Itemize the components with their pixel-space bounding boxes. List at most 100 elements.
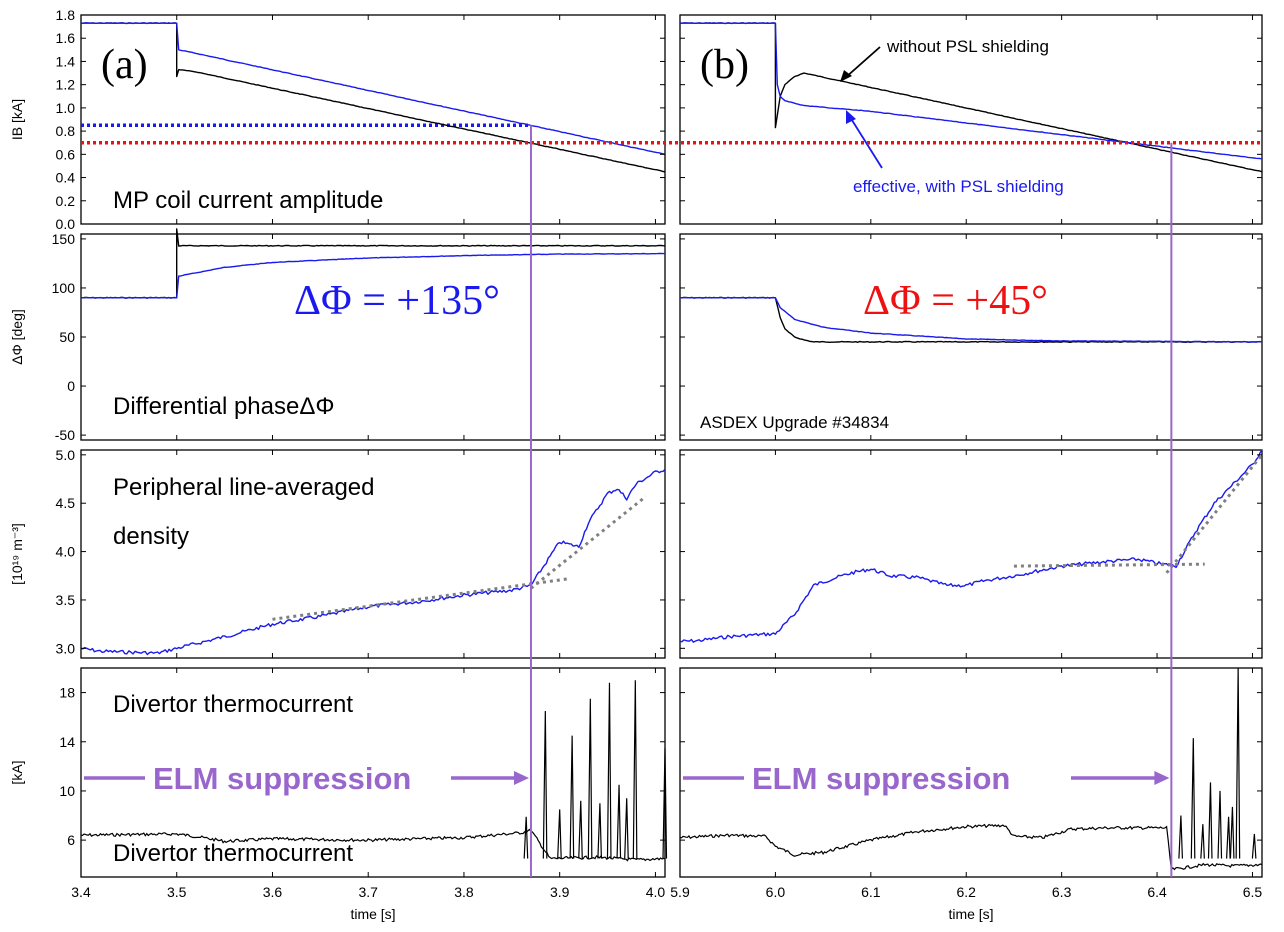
elm-spike <box>1229 806 1235 859</box>
y-tick-label: 100 <box>52 280 76 296</box>
trend-fit-line <box>1013 562 1205 568</box>
annotation-arrowhead-black <box>840 70 852 82</box>
overlay-layer: Divertor thermocurrent ELM suppression ELM… <box>81 125 1262 877</box>
y-tick-label: 1.0 <box>56 100 76 116</box>
y-tick-label: 18 <box>59 685 75 701</box>
y-tick-label: 0.8 <box>56 123 76 139</box>
elm-suppression-label: ELM suppression <box>153 761 411 796</box>
plot-frame <box>679 14 1263 225</box>
elm-spike <box>542 711 548 859</box>
series-line-blue <box>679 22 1263 160</box>
plot-frame <box>679 667 1263 878</box>
elm-suppression-label: ELM suppression <box>752 761 1010 796</box>
x-tick-label: 3.8 <box>454 884 474 900</box>
panel-a-phase: -50 0 50 100 150 ΔΦ [deg] Differential phaseΔΦ… <box>9 228 666 443</box>
panel-annotation: Peripheral line-averaged <box>113 474 375 501</box>
elm-spike <box>569 735 575 859</box>
delta-phi-label: ΔΦ = +135° <box>294 278 500 324</box>
y-tick-label: 0 <box>67 378 75 394</box>
panel-a-thermo: 6 10 14 18 3.4 3.5 3.6 3.7 3.8 3.9 4.0 [kA] time [s]… <box>9 667 668 922</box>
x-tick-label: 3.7 <box>358 884 378 900</box>
elm-spike <box>1190 738 1196 859</box>
panel-label: (b) <box>700 42 749 88</box>
series-line-blue <box>80 22 666 155</box>
x-tick-label: 6.3 <box>1052 884 1072 900</box>
y-tick-label: 1.2 <box>56 77 76 93</box>
y-tick-label: -50 <box>55 427 75 443</box>
series-line-blue <box>680 296 1263 343</box>
delta-phi-label: ΔΦ = +45° <box>863 278 1048 324</box>
elm-spike <box>1226 816 1231 859</box>
trend-fit-line <box>272 577 570 621</box>
x-tick-label: 6.2 <box>956 884 976 900</box>
elm-spike <box>1200 824 1205 859</box>
panel-b-coil: (b) without PSL shielding effective, with … <box>679 14 1263 225</box>
y-tick-label: 150 <box>52 231 76 247</box>
elm-spike <box>597 803 602 859</box>
panel-annotation: Divertor thermocurrent <box>113 840 353 867</box>
elm-spike <box>616 784 622 859</box>
y-axis-label: IB [kA] <box>9 99 25 140</box>
panel-annotation: Divertor thermocurrent <box>113 691 353 718</box>
y-tick-label: 6 <box>67 832 75 848</box>
trend-fit-line <box>530 495 647 590</box>
annotation-arrow-blue <box>849 116 883 169</box>
series-line-black <box>81 228 666 299</box>
y-tick-label: 4.0 <box>56 544 76 560</box>
x-tick-label: 6.0 <box>766 884 786 900</box>
y-tick-label: 0.2 <box>56 193 76 209</box>
elm-spike <box>1235 667 1241 859</box>
plot-frame <box>80 14 666 225</box>
y-tick-label: 1.8 <box>56 7 76 23</box>
series-line-black <box>679 22 1263 173</box>
x-tick-label: 6.1 <box>861 884 881 900</box>
y-tick-label: 10 <box>59 783 75 799</box>
y-tick-label: 5.0 <box>56 447 76 463</box>
elm-spike <box>1251 833 1257 859</box>
panels-layer: 0.0 0.2 0.4 0.6 0.8 1.0 1.2 1.4 1.6 1.8 IB [kA] (a)… <box>9 7 1264 922</box>
elm-spike <box>606 682 612 859</box>
thermocurrent-trace <box>80 828 666 862</box>
y-tick-label: 3.0 <box>56 640 76 656</box>
y-tick-label: 1.6 <box>56 30 76 46</box>
elm-spike <box>1217 790 1223 859</box>
y-tick-label: 50 <box>59 329 75 345</box>
y-tick-label: 4.5 <box>56 495 76 511</box>
annotation-without-psl: without PSL shielding <box>886 37 1049 56</box>
series-line-black <box>80 22 666 173</box>
x-tick-label: 5.9 <box>670 884 690 900</box>
x-tick-label: 3.4 <box>71 884 91 900</box>
y-tick-label: 0.6 <box>56 146 76 162</box>
series-line-blue <box>679 449 1263 643</box>
panel-b-thermo: 5.9 6.0 6.1 6.2 6.3 6.4 6.5 time [s] <box>670 667 1263 922</box>
annotation-arrow-black <box>844 46 881 79</box>
elm-spike <box>1178 815 1184 859</box>
plot-frame <box>679 233 1263 441</box>
elm-spike <box>662 747 668 859</box>
elm-spike <box>624 798 629 859</box>
panel-a-density: 3.0 3.5 4.0 4.5 5.0 [10¹⁹ m⁻³] Peripheral line… <box>9 447 666 659</box>
suppression-arrowhead <box>513 771 529 785</box>
y-tick-label: 0.0 <box>56 216 76 232</box>
x-tick-label: 6.5 <box>1243 884 1263 900</box>
panel-label: (a) <box>101 42 148 88</box>
plot-frame <box>80 449 666 659</box>
x-tick-label: 3.6 <box>263 884 283 900</box>
y-tick-label: 1.4 <box>56 53 76 69</box>
y-axis-label: ΔΦ [deg] <box>9 309 25 365</box>
series-line-blue <box>80 468 666 656</box>
y-axis-label: [10¹⁹ m⁻³] <box>9 523 25 585</box>
annotation-arrowhead-blue <box>846 110 856 124</box>
x-tick-label: 4.0 <box>646 884 666 900</box>
panel-b-density <box>679 449 1264 659</box>
annotation-with-psl: effective, with PSL shielding <box>853 177 1064 196</box>
panel-annotation: MP coil current amplitude <box>113 187 383 214</box>
panel-b-phase: ΔΦ = +45° ASDEX Upgrade #34834 <box>679 233 1263 441</box>
suppression-arrowhead <box>1154 771 1170 785</box>
x-tick-label: 6.4 <box>1147 884 1167 900</box>
x-tick-label: 3.9 <box>550 884 570 900</box>
y-tick-label: 0.4 <box>56 170 76 186</box>
elm-spike <box>523 816 529 859</box>
elm-spike <box>557 809 562 859</box>
x-axis-label: time [s] <box>350 906 395 922</box>
